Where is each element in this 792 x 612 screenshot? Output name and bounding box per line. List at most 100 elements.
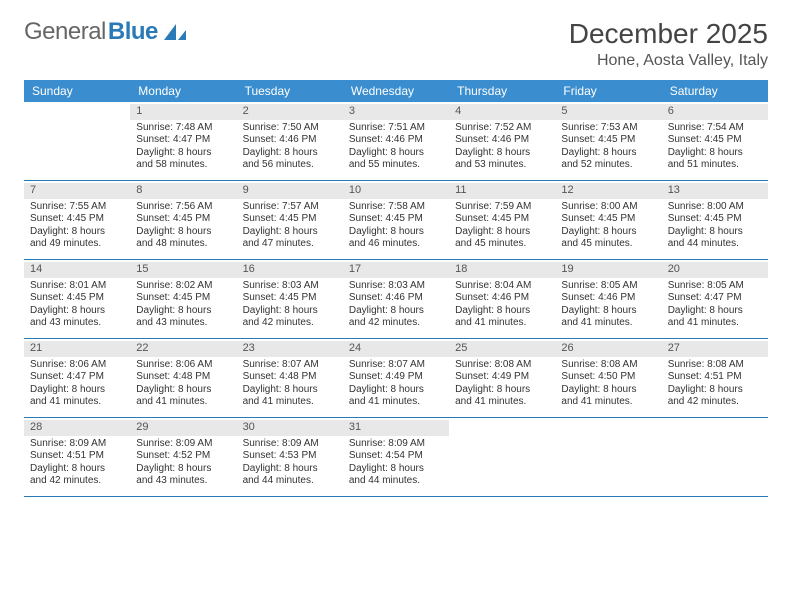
day-cell: 8Sunrise: 7:56 AMSunset: 4:45 PMDaylight…: [130, 181, 236, 259]
day-detail: Sunrise: 7:48 AMSunset: 4:47 PMDaylight:…: [134, 122, 232, 172]
sunset-text: Sunset: 4:49 PM: [349, 371, 443, 384]
day-detail: Sunrise: 8:01 AMSunset: 4:45 PMDaylight:…: [28, 280, 126, 330]
brand-part1: General: [24, 18, 106, 46]
day-detail: Sunrise: 8:02 AMSunset: 4:45 PMDaylight:…: [134, 280, 232, 330]
day-detail: Sunrise: 8:04 AMSunset: 4:46 PMDaylight:…: [453, 280, 551, 330]
sunset-text: Sunset: 4:45 PM: [136, 292, 230, 305]
sunrise-text: Sunrise: 7:57 AM: [243, 201, 337, 214]
daylight-text: Daylight: 8 hours and 46 minutes.: [349, 226, 443, 251]
daylight-text: Daylight: 8 hours and 51 minutes.: [668, 147, 762, 172]
sunrise-text: Sunrise: 8:04 AM: [455, 280, 549, 293]
day-cell: [24, 102, 130, 180]
sunrise-text: Sunrise: 8:07 AM: [243, 359, 337, 372]
day-cell: 19Sunrise: 8:05 AMSunset: 4:46 PMDayligh…: [555, 260, 661, 338]
day-cell: 11Sunrise: 7:59 AMSunset: 4:45 PMDayligh…: [449, 181, 555, 259]
day-cell: 23Sunrise: 8:07 AMSunset: 4:48 PMDayligh…: [237, 339, 343, 417]
daylight-text: Daylight: 8 hours and 47 minutes.: [243, 226, 337, 251]
sunset-text: Sunset: 4:45 PM: [668, 134, 762, 147]
sunrise-text: Sunrise: 7:50 AM: [243, 122, 337, 135]
day-cell: 12 Sunrise: 8:00 AMSunset: 4:45 PMDayligh…: [555, 181, 661, 259]
day-number: 11: [449, 183, 555, 199]
day-cell: 17 Sunrise: 8:03 AMSunset: 4:46 PMDayligh…: [343, 260, 449, 338]
daylight-text: Daylight: 8 hours and 41 minutes.: [136, 384, 230, 409]
day-cell: 13Sunrise: 8:00 AMSunset: 4:45 PMDayligh…: [662, 181, 768, 259]
day-cell: 7Sunrise: 7:55 AMSunset: 4:45 PMDaylight…: [24, 181, 130, 259]
day-detail: Sunrise: 7:54 AMSunset: 4:45 PMDaylight:…: [666, 122, 764, 172]
sunset-text: Sunset: 4:45 PM: [30, 292, 124, 305]
week-row: 28Sunrise: 8:09 AMSunset: 4:51 PMDayligh…: [24, 418, 768, 497]
sunset-text: Sunset: 4:45 PM: [136, 213, 230, 226]
sunrise-text: Sunrise: 7:56 AM: [136, 201, 230, 214]
dow-fri: Friday: [555, 80, 661, 102]
day-cell: 28Sunrise: 8:09 AMSunset: 4:51 PMDayligh…: [24, 418, 130, 496]
day-number: 10: [343, 183, 449, 199]
sunrise-text: Sunrise: 8:08 AM: [561, 359, 655, 372]
sunset-text: Sunset: 4:47 PM: [30, 371, 124, 384]
sunset-text: Sunset: 4:46 PM: [349, 134, 443, 147]
day-number: 14: [24, 262, 130, 278]
sunset-text: Sunset: 4:48 PM: [243, 371, 337, 384]
dow-wed: Wednesday: [343, 80, 449, 102]
day-detail: Sunrise: 8:00 AMSunset: 4:45 PMDaylight:…: [559, 201, 657, 251]
sunset-text: Sunset: 4:47 PM: [136, 134, 230, 147]
day-number: 22: [130, 341, 236, 357]
day-cell: 18Sunrise: 8:04 AMSunset: 4:46 PMDayligh…: [449, 260, 555, 338]
day-number: 23: [237, 341, 343, 357]
day-detail: Sunrise: 8:09 AMSunset: 4:51 PMDaylight:…: [28, 438, 126, 488]
day-cell: 24Sunrise: 8:07 AMSunset: 4:49 PMDayligh…: [343, 339, 449, 417]
day-number: 31: [343, 420, 449, 436]
sunrise-text: Sunrise: 8:03 AM: [349, 280, 443, 293]
dow-sun: Sunday: [24, 80, 130, 102]
day-cell: 16Sunrise: 8:03 AMSunset: 4:45 PMDayligh…: [237, 260, 343, 338]
sunset-text: Sunset: 4:46 PM: [243, 134, 337, 147]
sunrise-text: Sunrise: 8:00 AM: [561, 201, 655, 214]
day-number: 26: [555, 341, 661, 357]
daylight-text: Daylight: 8 hours and 41 minutes.: [349, 384, 443, 409]
sunset-text: Sunset: 4:46 PM: [455, 134, 549, 147]
day-number: 16: [237, 262, 343, 278]
brand-logo: GeneralBlue: [24, 18, 190, 46]
day-number: 30: [237, 420, 343, 436]
day-detail: Sunrise: 8:08 AMSunset: 4:51 PMDaylight:…: [666, 359, 764, 409]
day-cell: 21Sunrise: 8:06 AMSunset: 4:47 PMDayligh…: [24, 339, 130, 417]
day-detail: Sunrise: 7:50 AMSunset: 4:46 PMDaylight:…: [241, 122, 339, 172]
day-detail: Sunrise: 8:07 AMSunset: 4:49 PMDaylight:…: [347, 359, 445, 409]
sunrise-text: Sunrise: 8:09 AM: [30, 438, 124, 451]
day-cell: 20Sunrise: 8:05 AMSunset: 4:47 PMDayligh…: [662, 260, 768, 338]
day-detail: Sunrise: 8:08 AMSunset: 4:49 PMDaylight:…: [453, 359, 551, 409]
daylight-text: Daylight: 8 hours and 41 minutes.: [455, 384, 549, 409]
day-detail: Sunrise: 8:05 AMSunset: 4:47 PMDaylight:…: [666, 280, 764, 330]
day-number: 6: [662, 104, 768, 120]
day-number: 1: [130, 104, 236, 120]
day-number: 5: [555, 104, 661, 120]
sunrise-text: Sunrise: 8:08 AM: [455, 359, 549, 372]
sunrise-text: Sunrise: 8:01 AM: [30, 280, 124, 293]
day-cell: 4Sunrise: 7:52 AMSunset: 4:46 PMDaylight…: [449, 102, 555, 180]
sunset-text: Sunset: 4:51 PM: [668, 371, 762, 384]
daylight-text: Daylight: 8 hours and 41 minutes.: [561, 384, 655, 409]
daylight-text: Daylight: 8 hours and 41 minutes.: [561, 305, 655, 330]
day-detail: Sunrise: 8:03 AMSunset: 4:46 PMDaylight:…: [347, 280, 445, 330]
sunset-text: Sunset: 4:50 PM: [561, 371, 655, 384]
day-number: 12: [555, 183, 661, 199]
day-cell: [449, 418, 555, 496]
day-cell: 6 Sunrise: 7:54 AMSunset: 4:45 PMDaylight…: [662, 102, 768, 180]
day-number: 21: [24, 341, 130, 357]
sunset-text: Sunset: 4:46 PM: [455, 292, 549, 305]
day-cell: 22Sunrise: 8:06 AMSunset: 4:48 PMDayligh…: [130, 339, 236, 417]
day-number: 3: [343, 104, 449, 120]
sunrise-text: Sunrise: 7:53 AM: [561, 122, 655, 135]
sunset-text: Sunset: 4:45 PM: [561, 213, 655, 226]
day-number: 27: [662, 341, 768, 357]
day-detail: Sunrise: 7:56 AMSunset: 4:45 PMDaylight:…: [134, 201, 232, 251]
day-number: 2: [237, 104, 343, 120]
daylight-text: Daylight: 8 hours and 42 minutes.: [30, 463, 124, 488]
week-row: 7Sunrise: 7:55 AMSunset: 4:45 PMDaylight…: [24, 181, 768, 260]
daylight-text: Daylight: 8 hours and 42 minutes.: [668, 384, 762, 409]
title-block: December 2025 Hone, Aosta Valley, Italy: [569, 18, 768, 70]
sunrise-text: Sunrise: 8:06 AM: [136, 359, 230, 372]
day-number: 7: [24, 183, 130, 199]
day-number: 17: [343, 262, 449, 278]
day-of-week-header: Sunday Monday Tuesday Wednesday Thursday…: [24, 80, 768, 102]
sunrise-text: Sunrise: 8:09 AM: [349, 438, 443, 451]
